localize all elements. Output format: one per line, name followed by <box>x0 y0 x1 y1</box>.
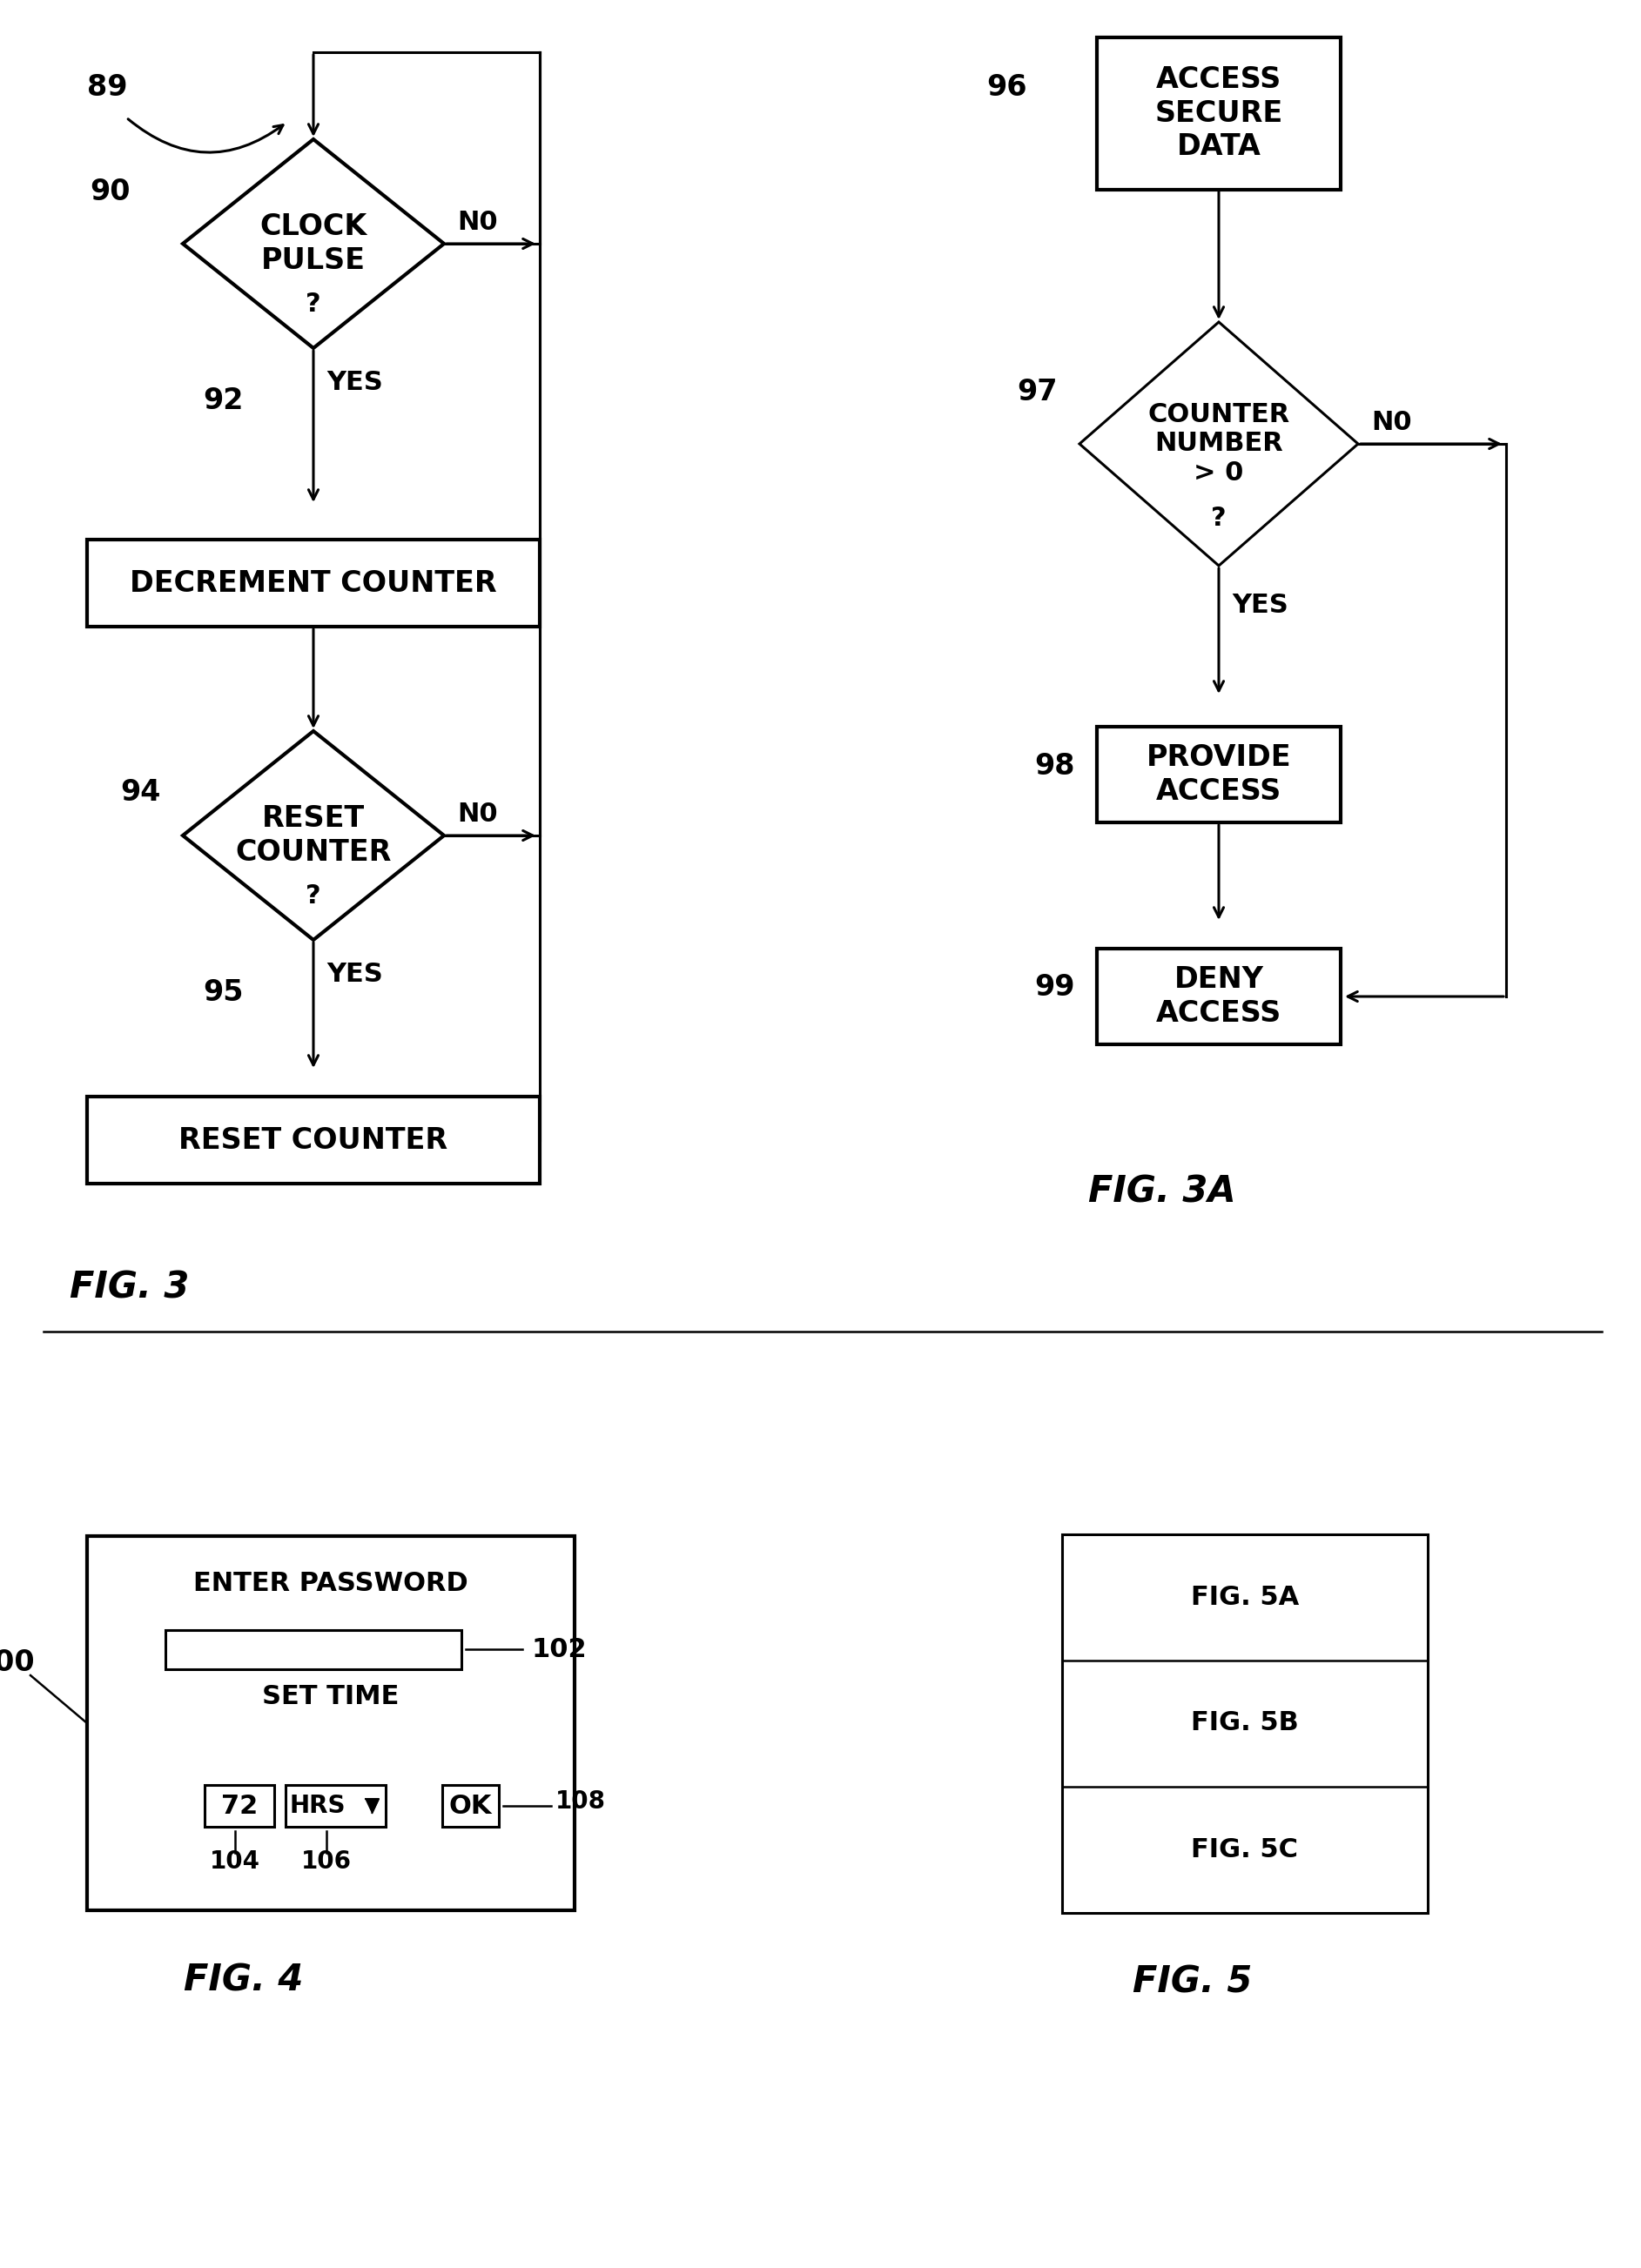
Text: YES: YES <box>327 370 382 395</box>
Text: OK: OK <box>448 1794 492 1819</box>
FancyBboxPatch shape <box>1096 726 1341 823</box>
Text: FIG. 5B: FIG. 5B <box>1191 1710 1298 1735</box>
Polygon shape <box>182 138 445 347</box>
Polygon shape <box>182 730 445 939</box>
Text: 102: 102 <box>532 1637 586 1662</box>
FancyBboxPatch shape <box>1062 1533 1428 1912</box>
Text: 99: 99 <box>1035 973 1075 1002</box>
Text: DENY
ACCESS: DENY ACCESS <box>1155 966 1282 1027</box>
Text: FIG. 5C: FIG. 5C <box>1191 1837 1298 1862</box>
Text: YES: YES <box>1232 592 1288 617</box>
Text: ENTER PASSWORD: ENTER PASSWORD <box>194 1572 468 1597</box>
Text: N0: N0 <box>458 209 497 234</box>
Text: 95: 95 <box>203 978 245 1007</box>
Text: YES: YES <box>327 962 382 987</box>
FancyBboxPatch shape <box>87 1535 574 1910</box>
FancyBboxPatch shape <box>1096 948 1341 1043</box>
Text: N0: N0 <box>458 801 497 826</box>
Text: FIG. 5A: FIG. 5A <box>1191 1585 1300 1610</box>
Text: SET TIME: SET TIME <box>263 1685 399 1710</box>
Text: RESET COUNTER: RESET COUNTER <box>179 1125 448 1154</box>
Text: FIG. 3: FIG. 3 <box>69 1270 189 1306</box>
Text: 89: 89 <box>87 73 128 102</box>
Text: 72: 72 <box>222 1794 258 1819</box>
Text: COUNTER
NUMBER
> 0: COUNTER NUMBER > 0 <box>1147 401 1290 485</box>
Text: DECREMENT COUNTER: DECREMENT COUNTER <box>130 569 497 596</box>
Polygon shape <box>1080 322 1359 565</box>
FancyBboxPatch shape <box>205 1785 274 1826</box>
Polygon shape <box>366 1799 379 1812</box>
Text: 97: 97 <box>1017 376 1058 406</box>
Text: FIG. 5: FIG. 5 <box>1132 1964 1252 2000</box>
Text: 106: 106 <box>302 1848 351 1873</box>
FancyBboxPatch shape <box>87 540 540 626</box>
Text: FIG. 3A: FIG. 3A <box>1088 1175 1236 1211</box>
Text: ?: ? <box>1211 506 1226 531</box>
Text: ?: ? <box>305 885 322 909</box>
FancyBboxPatch shape <box>166 1631 461 1669</box>
Text: 92: 92 <box>203 386 245 415</box>
Text: ACCESS
SECURE
DATA: ACCESS SECURE DATA <box>1155 66 1283 161</box>
Text: HRS: HRS <box>290 1794 346 1819</box>
Text: 98: 98 <box>1035 751 1075 780</box>
Text: 108: 108 <box>555 1789 606 1814</box>
FancyBboxPatch shape <box>87 1095 540 1184</box>
Text: FIG. 4: FIG. 4 <box>184 1962 304 1998</box>
Text: 94: 94 <box>121 778 161 807</box>
FancyBboxPatch shape <box>1096 36 1341 188</box>
Text: 100: 100 <box>0 1649 34 1676</box>
Text: 104: 104 <box>210 1848 261 1873</box>
FancyBboxPatch shape <box>286 1785 386 1826</box>
Text: RESET
COUNTER: RESET COUNTER <box>235 805 392 866</box>
FancyBboxPatch shape <box>441 1785 499 1826</box>
Text: ?: ? <box>305 293 322 318</box>
Text: 90: 90 <box>90 177 131 206</box>
Text: N0: N0 <box>1372 411 1411 435</box>
Text: PROVIDE
ACCESS: PROVIDE ACCESS <box>1147 744 1291 805</box>
Text: 96: 96 <box>986 73 1027 102</box>
Text: CLOCK
PULSE: CLOCK PULSE <box>259 213 368 274</box>
